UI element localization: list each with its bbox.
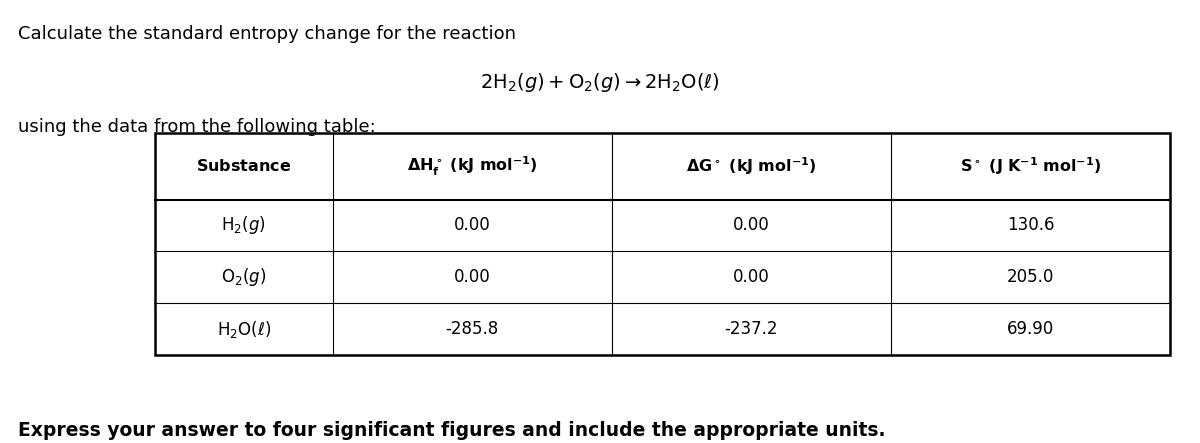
Text: $2\mathrm{H_2}(g) + \mathrm{O_2}(g) \rightarrow 2\mathrm{H_2O}(\ell)$: $2\mathrm{H_2}(g) + \mathrm{O_2}(g) \rig… [480,71,720,94]
Text: 0.00: 0.00 [454,268,491,286]
Text: 205.0: 205.0 [1007,268,1054,286]
Text: $\mathrm{O_2}(g)$: $\mathrm{O_2}(g)$ [221,266,266,288]
Text: Calculate the standard entropy change for the reaction: Calculate the standard entropy change fo… [18,25,516,43]
Text: $\mathbf{\Delta G^\circ\ (kJ\ mol^{-1})}$: $\mathbf{\Delta G^\circ\ (kJ\ mol^{-1})}… [686,155,817,177]
Text: -285.8: -285.8 [445,320,499,338]
Text: Express your answer to four significant figures and include the appropriate unit: Express your answer to four significant … [18,421,886,440]
Text: $\mathbf{S^\circ\ (J\ K^{-1}\ mol^{-1})}$: $\mathbf{S^\circ\ (J\ K^{-1}\ mol^{-1})}… [960,155,1102,177]
Text: 0.00: 0.00 [733,217,769,234]
Text: -237.2: -237.2 [725,320,778,338]
Text: 69.90: 69.90 [1007,320,1054,338]
Bar [155,133,1170,355]
Text: $\mathbf{Substance}$: $\mathbf{Substance}$ [196,158,292,174]
Text: $\mathrm{H_2}(g)$: $\mathrm{H_2}(g)$ [222,214,266,237]
Text: 0.00: 0.00 [454,217,491,234]
Text: $\mathrm{H_2O}(\ell)$: $\mathrm{H_2O}(\ell)$ [217,319,271,340]
Text: using the data from the following table:: using the data from the following table: [18,118,376,136]
Text: 130.6: 130.6 [1007,217,1054,234]
Text: $\mathbf{\Delta H_f^\circ\ (kJ\ mol^{-1})}$: $\mathbf{\Delta H_f^\circ\ (kJ\ mol^{-1}… [407,155,538,178]
Text: 0.00: 0.00 [733,268,769,286]
